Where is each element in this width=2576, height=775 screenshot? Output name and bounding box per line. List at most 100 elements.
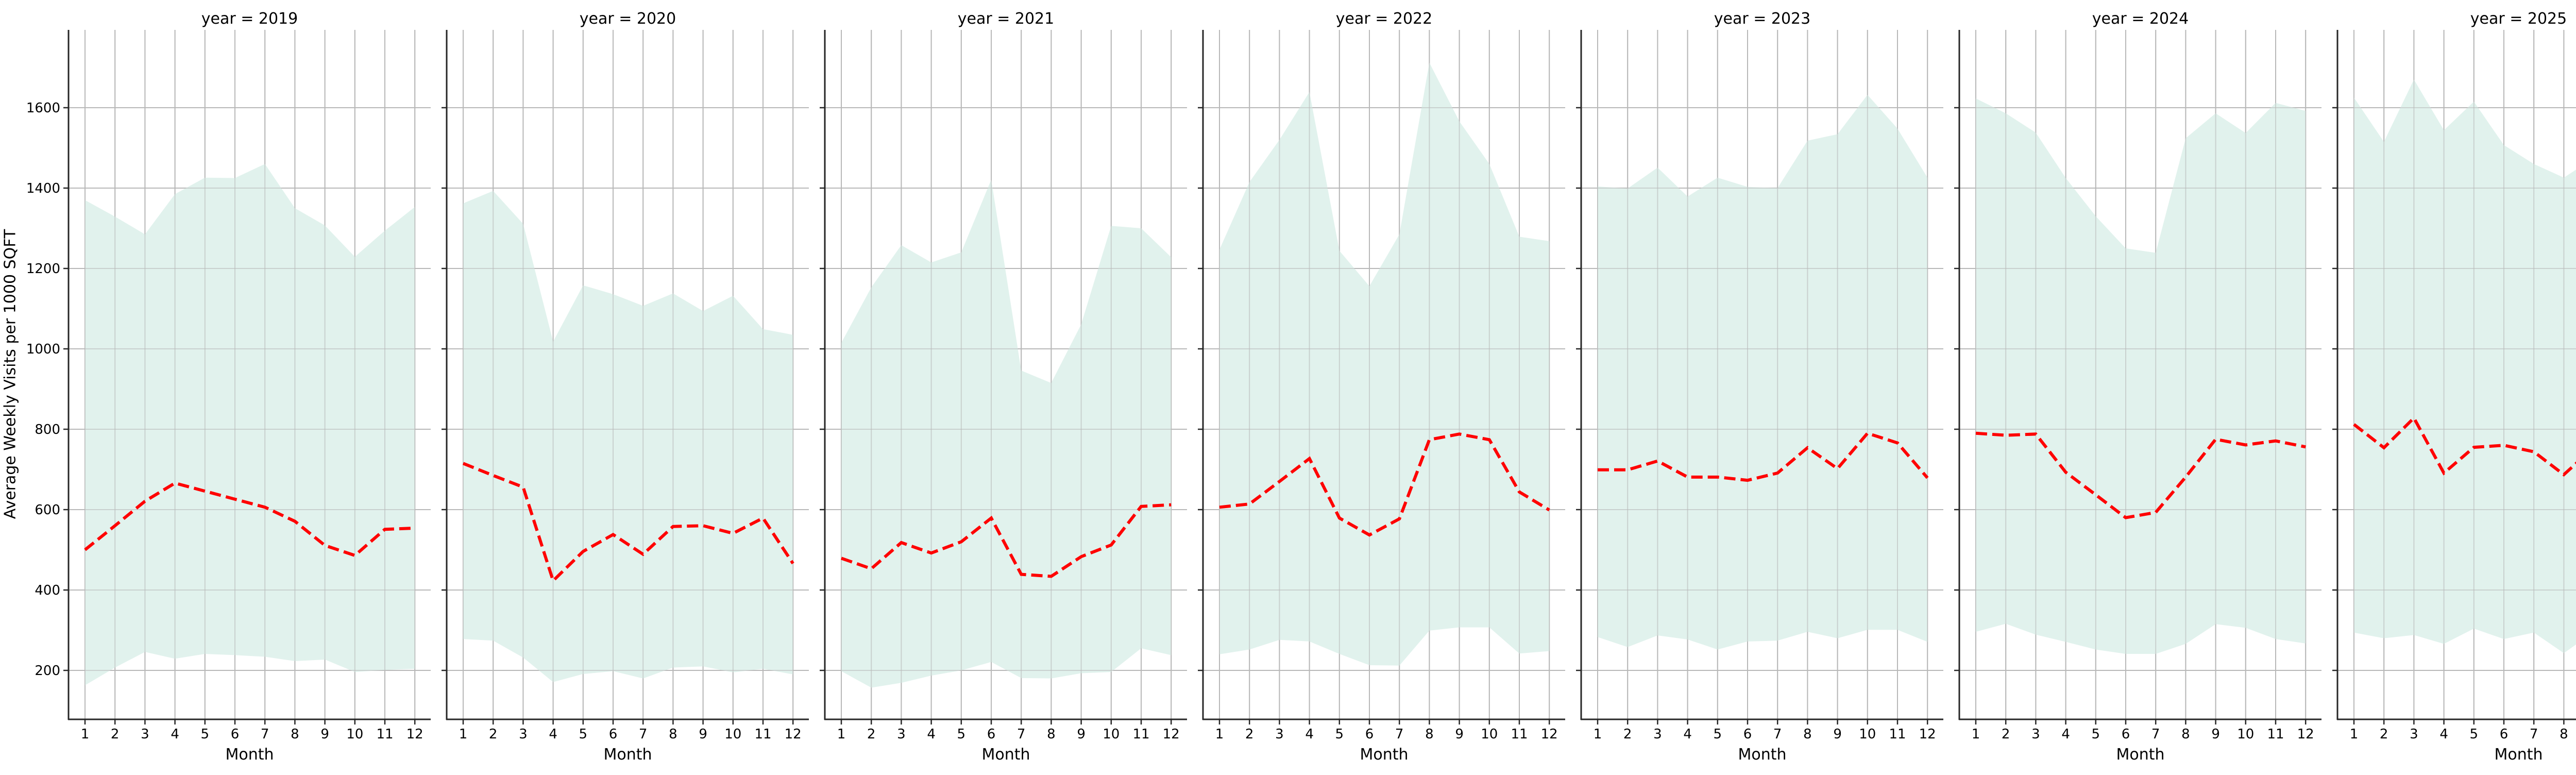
x-tick-label: 8 [2181,727,2190,742]
x-tick-label: 3 [897,727,906,742]
x-axis-label: Month [603,746,652,764]
x-tick-label: 12 [2297,727,2314,742]
median-line [2353,415,2576,477]
x-tick-label: 6 [2500,727,2509,742]
x-tick-label: 6 [2122,727,2130,742]
median-line [1219,432,1550,537]
percentile-band [1598,95,1928,650]
x-tick-label: 5 [957,727,966,742]
x-tick-label: 7 [639,727,648,742]
panel-title: year = 2019 [201,10,298,28]
x-axis-label: Month [2116,746,2164,764]
x-tick-label: 2 [1245,727,1254,742]
x-tick-label: 3 [2410,727,2418,742]
y-axis-label: Average Weekly Visits per 1000 SQFT [1,229,20,519]
x-tick-label: 2 [867,727,876,742]
x-tick-label: 11 [1132,727,1149,742]
x-tick-label: 2 [2380,727,2388,742]
y-tick-label: 1600 [26,100,60,116]
x-tick-label: 6 [987,727,996,742]
x-tick-label: 12 [1541,727,1558,742]
x-tick-label: 6 [231,727,240,742]
x-tick-label: 6 [609,727,618,742]
x-tick-label: 12 [406,727,423,742]
y-tick-label: 200 [35,663,60,679]
x-tick-label: 12 [1163,727,1180,742]
x-tick-label: 5 [1714,727,1722,742]
median-line [1975,431,2306,519]
x-axis-label: Month [225,746,274,764]
x-tick-label: 4 [1683,727,1692,742]
x-tick-label: 2 [2002,727,2010,742]
x-tick-label: 5 [2470,727,2479,742]
x-tick-label: 9 [1833,727,1842,742]
x-tick-label: 10 [2237,727,2254,742]
x-tick-label: 3 [1275,727,1284,742]
x-tick-label: 6 [1743,727,1752,742]
x-tick-label: 8 [669,727,677,742]
panel-title: year = 2025 [2470,10,2567,28]
panel-title: year = 2020 [580,10,676,28]
percentile-band [1219,62,1550,666]
x-tick-label: 2 [111,727,120,742]
x-tick-label: 11 [754,727,771,742]
panel-title: year = 2022 [1336,10,1433,28]
x-tick-label: 8 [1803,727,1812,742]
x-tick-label: 11 [376,727,393,742]
x-tick-label: 8 [1425,727,1434,742]
x-tick-label: 4 [2439,727,2448,742]
x-tick-label: 1 [837,727,846,742]
y-tick-label: 1200 [26,261,60,277]
x-tick-label: 7 [2151,727,2160,742]
x-axis-label: Month [2494,746,2543,764]
x-tick-label: 1 [1972,727,1980,742]
median-line [462,462,794,584]
x-tick-label: 3 [141,727,149,742]
x-tick-label: 7 [2530,727,2538,742]
percentile-band [2354,79,2576,653]
x-tick-label: 9 [1077,727,1086,742]
x-tick-label: 9 [320,727,329,742]
x-tick-label: 3 [2031,727,2040,742]
x-tick-label: 11 [2267,727,2284,742]
x-tick-label: 8 [291,727,299,742]
x-tick-label: 5 [201,727,210,742]
x-tick-label: 4 [2061,727,2070,742]
x-tick-label: 12 [1919,727,1936,742]
x-axis-label: Month [981,746,1030,764]
x-tick-label: 10 [724,727,741,742]
x-tick-label: 4 [927,727,936,742]
x-tick-label: 4 [549,727,557,742]
x-tick-label: 4 [171,727,179,742]
x-tick-label: 7 [1017,727,1026,742]
x-tick-label: 7 [1395,727,1404,742]
x-tick-label: 8 [2560,727,2568,742]
percentile-band [85,164,415,685]
y-tick-label: 1400 [26,181,60,196]
x-tick-label: 7 [1773,727,1782,742]
x-tick-label: 9 [2211,727,2220,742]
x-tick-label: 1 [1594,727,1602,742]
x-tick-label: 10 [346,727,363,742]
x-tick-label: 10 [1103,727,1120,742]
x-tick-label: 11 [1889,727,1906,742]
panel-title: year = 2023 [1714,10,1811,28]
y-tick-label: 1000 [26,342,60,357]
x-axis-label: Month [1738,746,1786,764]
y-tick-label: 400 [35,583,60,598]
x-tick-label: 10 [1859,727,1876,742]
x-tick-label: 1 [1215,727,1224,742]
x-tick-label: 5 [579,727,588,742]
x-tick-label: 7 [261,727,269,742]
x-tick-label: 9 [699,727,707,742]
panel-title: year = 2021 [958,10,1055,28]
x-tick-label: 1 [81,727,90,742]
